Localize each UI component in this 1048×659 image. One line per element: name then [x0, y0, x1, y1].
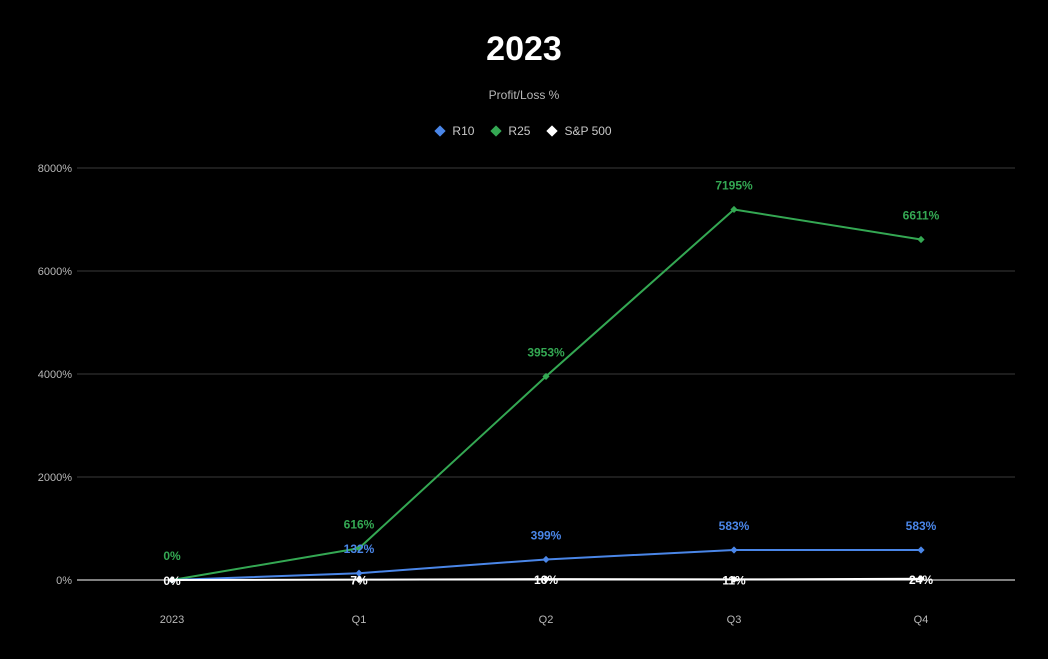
data-point — [730, 205, 738, 214]
chart-subtitle: Profit/Loss % — [488, 88, 560, 102]
data-point — [917, 235, 925, 244]
data-label: 399% — [531, 528, 562, 542]
data-label: 11% — [722, 573, 746, 587]
data-label: 132% — [344, 542, 375, 556]
y-tick-label: 8000% — [38, 163, 72, 175]
x-tick-label: Q4 — [914, 614, 929, 626]
data-label: 7% — [350, 574, 368, 588]
data-label: 3953% — [527, 345, 565, 359]
y-tick-label: 0% — [56, 575, 72, 587]
x-tick-label: Q2 — [539, 614, 554, 626]
data-point — [730, 575, 738, 584]
data-label: 583% — [906, 519, 937, 533]
data-point — [917, 575, 925, 583]
x-tick-label: 2023 — [160, 614, 184, 626]
series-line — [171, 208, 922, 581]
x-tick-label: Q1 — [352, 614, 367, 626]
data-point — [542, 555, 550, 564]
data-point — [542, 575, 550, 583]
legend-item-r10[interactable]: R10 — [434, 124, 475, 138]
data-label: 16% — [534, 573, 558, 587]
legend-item-r25[interactable]: R25 — [490, 124, 531, 138]
data-point — [542, 372, 550, 381]
x-tick-label: Q3 — [727, 614, 742, 626]
data-point — [730, 546, 738, 554]
data-point — [168, 576, 176, 584]
legend-label-r25: R25 — [508, 124, 531, 138]
legend-item-sp500[interactable]: S&P 500 — [546, 124, 612, 138]
data-label: 0% — [163, 549, 181, 563]
chart-title: 2023 — [486, 30, 562, 68]
legend: R10 R25 S&P 500 — [0, 124, 1048, 138]
data-point — [917, 546, 925, 554]
legend-label-sp500: S&P 500 — [564, 124, 612, 138]
legend-label-r10: R10 — [452, 124, 475, 138]
data-label: 6611% — [903, 209, 940, 223]
y-tick-label: 6000% — [38, 266, 72, 278]
data-point — [355, 576, 363, 584]
data-label: 7195% — [715, 178, 753, 192]
y-tick-label: 2000% — [38, 472, 72, 484]
data-label: 0% — [163, 574, 181, 588]
data-label: 616% — [344, 517, 375, 531]
data-point — [355, 569, 363, 577]
data-label: 583% — [719, 519, 750, 533]
data-label: 24% — [909, 573, 933, 587]
data-point — [355, 544, 363, 552]
y-tick-label: 4000% — [38, 369, 72, 381]
